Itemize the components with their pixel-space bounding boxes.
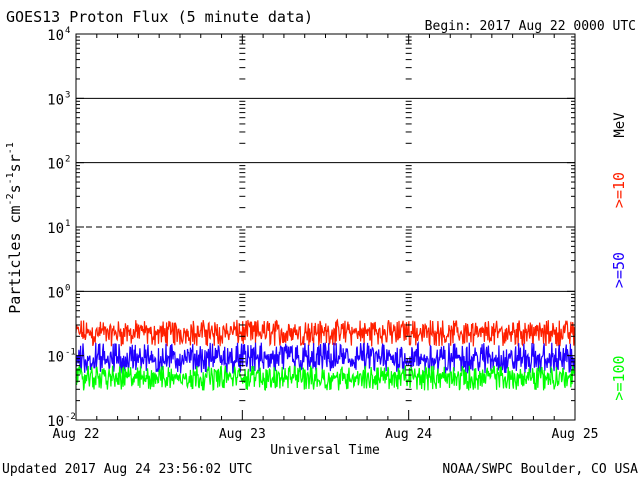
y-label-exponent: -1 (5, 172, 16, 184)
y-tick-label: 10 (47, 221, 64, 237)
y-tick-label: 10 (47, 157, 64, 173)
y-label-part: s (6, 184, 24, 193)
y-tick-exponent: 2 (65, 155, 70, 165)
begin-label: Begin: 2017 Aug 22 0000 UTC (425, 19, 636, 34)
legend-unit: MeV (612, 112, 628, 138)
x-tick-label: Aug 23 (219, 427, 266, 442)
legend-entry: >=50 (610, 252, 628, 288)
y-tick-exponent: -1 (65, 348, 76, 358)
legend: MeV >=10 >=50 >=100 (610, 112, 628, 401)
x-tick-labels: Aug 22 Aug 23 Aug 24 Aug 25 (53, 427, 599, 442)
x-tick-label: Aug 22 (53, 427, 100, 442)
y-tick-label: 10 (47, 414, 64, 430)
data-layer (75, 318, 576, 392)
y-axis-label-text: Particles cm-2s-1sr-1 (5, 142, 24, 314)
x-tick-label: Aug 25 (552, 427, 599, 442)
legend-entry: >=10 (610, 172, 628, 208)
y-label-exponent: -1 (5, 142, 16, 154)
axis-ticks (75, 34, 576, 421)
chart-title: GOES13 Proton Flux (5 minute data) (6, 8, 313, 26)
y-tick-exponent: 4 (65, 26, 70, 36)
y-axis-label: Particles cm-2s-1sr-1 (5, 142, 24, 314)
y-tick-label: 10 (47, 350, 64, 366)
y-tick-exponent: -2 (65, 412, 76, 422)
series-line (75, 318, 576, 347)
y-tick-label: 10 (47, 28, 64, 44)
legend-entry: >=100 (610, 355, 628, 400)
y-tick-exponent: 3 (65, 90, 70, 100)
y-tick-label: 10 (47, 92, 64, 108)
y-label-exponent: -2 (5, 193, 16, 205)
threshold-lines (76, 97, 575, 292)
updated-text: Updated 2017 Aug 24 23:56:02 UTC (2, 462, 252, 477)
series-line (75, 364, 576, 392)
y-label-part: sr (6, 154, 24, 172)
plot-frame (75, 33, 576, 421)
y-tick-exponent: 0 (65, 283, 70, 293)
y-label-part: Particles cm (6, 205, 24, 313)
credit-text: NOAA/SWPC Boulder, CO USA (442, 462, 638, 477)
x-axis-label: Universal Time (270, 443, 380, 458)
y-tick-exponent: 1 (65, 219, 70, 229)
y-tick-label: 10 (47, 285, 64, 301)
x-tick-label: Aug 24 (385, 427, 432, 442)
